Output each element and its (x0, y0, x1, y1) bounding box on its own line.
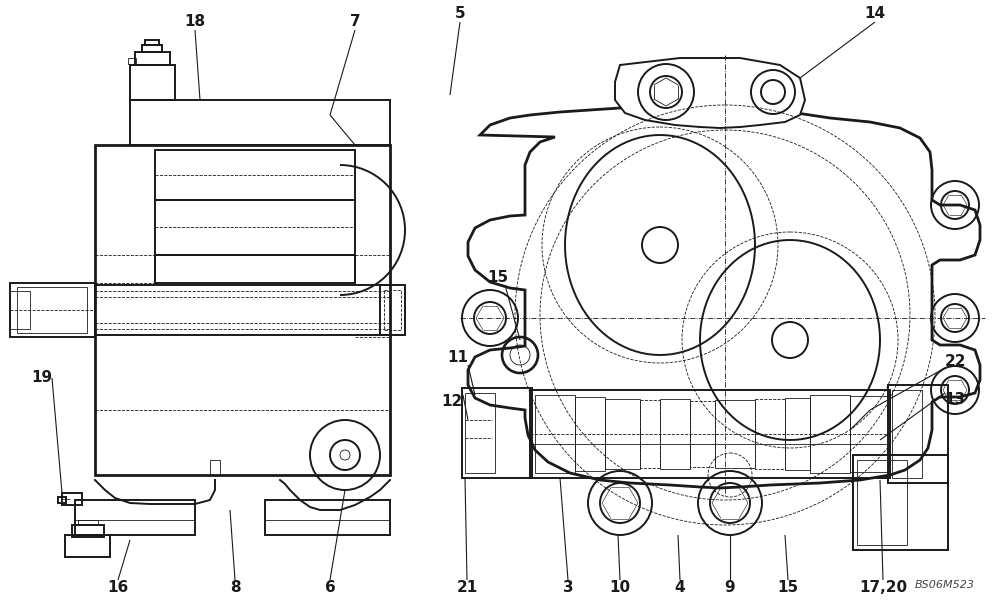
Polygon shape (468, 105, 980, 488)
Bar (384, 290, 401, 330)
Bar (640, 400, 660, 468)
Bar (10, 283, 95, 337)
Bar (535, 395, 575, 473)
Text: 10: 10 (609, 581, 631, 595)
Text: 6: 6 (325, 581, 335, 595)
Bar (10, 291, 30, 329)
Bar (660, 399, 690, 469)
Text: 8: 8 (230, 581, 240, 595)
Text: 13: 13 (944, 392, 966, 407)
Text: 22: 22 (944, 355, 966, 370)
Bar (75, 500, 195, 535)
Bar (575, 397, 605, 471)
Bar (888, 385, 948, 483)
Text: 18: 18 (184, 14, 206, 29)
Text: 12: 12 (441, 395, 463, 409)
Bar (465, 393, 495, 473)
Bar (785, 398, 810, 470)
Bar (810, 395, 850, 473)
Bar (58, 497, 66, 503)
Text: 9: 9 (725, 581, 735, 595)
Bar (715, 400, 755, 468)
Bar (155, 150, 355, 200)
Bar (17, 287, 87, 333)
Text: 5: 5 (455, 7, 465, 22)
Text: 19: 19 (31, 370, 53, 385)
Bar (155, 200, 355, 255)
Bar (130, 65, 175, 100)
Bar (78, 520, 98, 525)
Polygon shape (615, 58, 805, 128)
Bar (853, 455, 948, 550)
Text: BS06M523: BS06M523 (915, 580, 975, 590)
Bar (135, 52, 170, 65)
Bar (72, 525, 104, 537)
Bar (892, 390, 922, 478)
Text: 3: 3 (563, 581, 573, 595)
Text: 14: 14 (864, 7, 886, 22)
Bar (155, 255, 355, 283)
Text: 16: 16 (107, 581, 129, 595)
Text: 17,20: 17,20 (859, 581, 907, 595)
Bar (690, 401, 715, 467)
Bar (130, 100, 390, 145)
Bar (605, 399, 640, 469)
Text: 4: 4 (675, 581, 685, 595)
Text: 15: 15 (487, 271, 509, 286)
Text: 21: 21 (456, 581, 478, 595)
Bar (265, 500, 390, 535)
Bar (857, 460, 907, 545)
Bar (850, 396, 890, 472)
Bar (210, 460, 220, 475)
Bar (530, 390, 890, 478)
Bar (128, 58, 136, 64)
Text: 11: 11 (448, 350, 468, 365)
Text: 15: 15 (777, 581, 799, 595)
Bar (142, 45, 162, 52)
Bar (145, 40, 159, 45)
Bar (755, 399, 785, 469)
Bar (462, 388, 532, 478)
Text: 7: 7 (350, 14, 360, 29)
Bar (65, 535, 110, 557)
Bar (95, 145, 390, 475)
Bar (62, 493, 82, 505)
Bar (380, 285, 405, 335)
